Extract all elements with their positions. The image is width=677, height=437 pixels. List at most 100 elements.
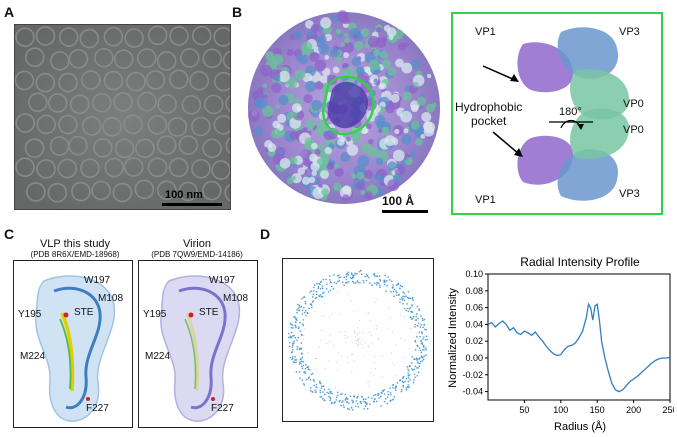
ring-dot (380, 405, 382, 407)
particle (126, 71, 146, 92)
ring-dot (425, 329, 427, 331)
ring-dot (391, 280, 393, 283)
ring-dot (421, 356, 424, 359)
virion-density-drawing (160, 275, 241, 422)
ring-dot (346, 398, 349, 400)
ring-dot (310, 290, 313, 292)
capsid-texture (329, 48, 340, 58)
panel-label-d: D (260, 226, 271, 242)
ring-dot (365, 273, 368, 276)
ring-dot (303, 328, 305, 330)
ring-dot (361, 337, 363, 339)
ring-dot (347, 271, 350, 273)
ring-dot (418, 358, 420, 360)
capsid-texture (421, 111, 432, 122)
particle (225, 95, 230, 112)
ring-dot (350, 272, 353, 274)
scale-bar-b (382, 210, 428, 213)
ring-dot (360, 273, 363, 276)
capsid-texture (426, 73, 432, 79)
ring-dot (299, 361, 301, 364)
ring-dot (345, 275, 348, 278)
ring-dot (298, 326, 300, 328)
ring-dot (372, 343, 374, 345)
ring-dot (402, 295, 404, 298)
ring-dot (387, 390, 389, 393)
ring-dot (382, 376, 384, 378)
ring-dot (409, 364, 411, 367)
ring-dot (392, 284, 394, 286)
ring-dot (400, 390, 403, 393)
ring-dot (364, 342, 366, 344)
capsid-texture (410, 120, 420, 130)
ring-dot (416, 361, 419, 363)
ring-dot (377, 394, 379, 397)
chart-xlabel: Radius (Å) (554, 420, 606, 433)
capsid-texture (314, 59, 327, 72)
ring-dot (364, 275, 366, 278)
particle (178, 181, 198, 202)
ring-dot (421, 359, 424, 362)
ring-dot (423, 323, 425, 326)
capsid-texture (275, 104, 280, 109)
ring-dot (390, 291, 392, 293)
ring-dot (321, 285, 324, 287)
capsid-texture (255, 96, 268, 109)
capsid-texture (356, 171, 365, 180)
ring-dot (310, 373, 313, 376)
particle (81, 70, 101, 90)
y-tick-label: 0.06 (465, 303, 483, 313)
ring-dot (303, 306, 305, 309)
capsid-texture (301, 41, 313, 53)
ring-dot (293, 316, 295, 318)
asymmetric-unit-outline (321, 75, 375, 136)
ring-dot (413, 368, 416, 371)
ring-dot (357, 342, 359, 344)
ring-dot (347, 274, 350, 276)
ring-dot (379, 280, 382, 282)
particle (168, 157, 189, 178)
ring-dot (322, 278, 325, 281)
ring-dot (360, 402, 362, 405)
ring-dot (413, 379, 415, 381)
particle (58, 114, 78, 135)
ring-dot (353, 330, 355, 332)
ring-dot (399, 298, 401, 301)
ring-dot (419, 362, 421, 365)
particle (123, 157, 144, 177)
ring-dot (356, 346, 358, 348)
ring-dot (345, 396, 348, 399)
ring-dot (416, 374, 419, 377)
particle (79, 28, 100, 49)
ring-dot (294, 359, 296, 361)
y-tick-label: 0.04 (465, 319, 483, 329)
capsid-texture (398, 42, 407, 51)
ring-dot (301, 313, 304, 315)
virion-res-2: M108 (223, 293, 249, 304)
capsid-texture (335, 28, 342, 35)
protomer-inset-box: VP1 VP3 VP0 Hydrophobic pocket 180° VP0 … (451, 12, 663, 215)
ring-dot (381, 392, 383, 394)
ring-dot (376, 298, 378, 300)
ring-dot (424, 328, 426, 331)
ring-dot (320, 280, 323, 283)
ring-dot (351, 399, 353, 401)
ring-dot (409, 379, 411, 381)
ring-dot (398, 294, 400, 296)
ring-dot (412, 369, 414, 371)
capsid-texture (364, 191, 373, 200)
particle (202, 48, 222, 69)
particle (169, 26, 189, 46)
ring-dot (367, 396, 370, 399)
capsid-texture (303, 159, 311, 167)
ring-dot (320, 296, 323, 298)
ring-dot (304, 302, 307, 305)
ring-dot (364, 401, 367, 403)
particle (58, 72, 78, 93)
ring-dot (297, 303, 299, 306)
ring-dot (339, 276, 342, 278)
capsid-texture (395, 58, 404, 68)
ring-dot (298, 371, 301, 373)
ring-dot (367, 312, 369, 314)
ring-dot (403, 295, 406, 298)
